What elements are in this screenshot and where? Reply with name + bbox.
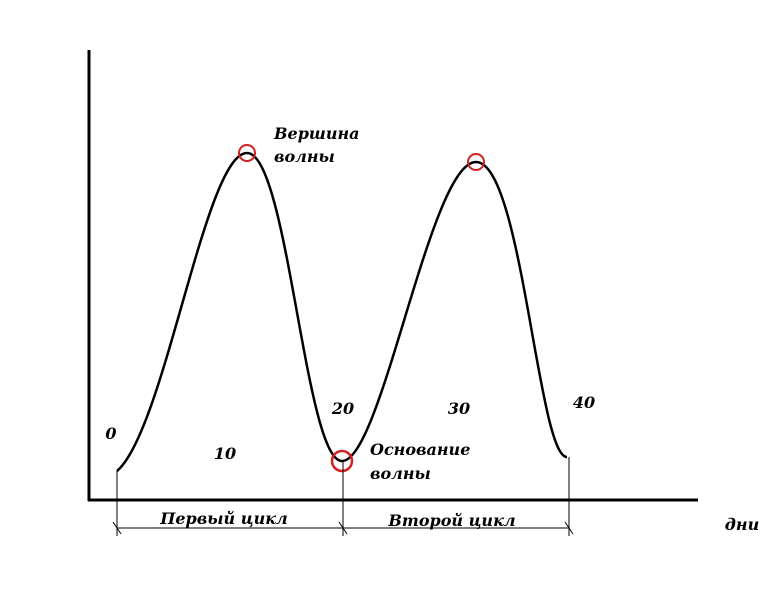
cycle-label: Второй цикл — [387, 511, 515, 530]
day-label: 10 — [214, 444, 236, 463]
trough-label: Основание — [370, 440, 470, 459]
trough-marker — [330, 449, 354, 473]
peak-marker — [238, 144, 256, 162]
peak-label: волны — [274, 147, 335, 166]
peak-label: Вершина — [273, 124, 359, 143]
trough-label: волны — [370, 464, 431, 483]
cycle-brackets — [112, 457, 574, 536]
x-axis-label: дни — [725, 515, 759, 534]
tick — [564, 521, 574, 535]
peak-marker — [467, 153, 485, 171]
day-label: 20 — [331, 399, 354, 418]
day-label: 30 — [448, 399, 470, 418]
wave-curve — [116, 151, 568, 472]
cycle-label: Первый цикл — [159, 509, 288, 528]
tick — [112, 521, 122, 535]
tick — [338, 521, 348, 535]
day-label: 0 — [105, 424, 116, 443]
day-label: 40 — [573, 393, 595, 412]
